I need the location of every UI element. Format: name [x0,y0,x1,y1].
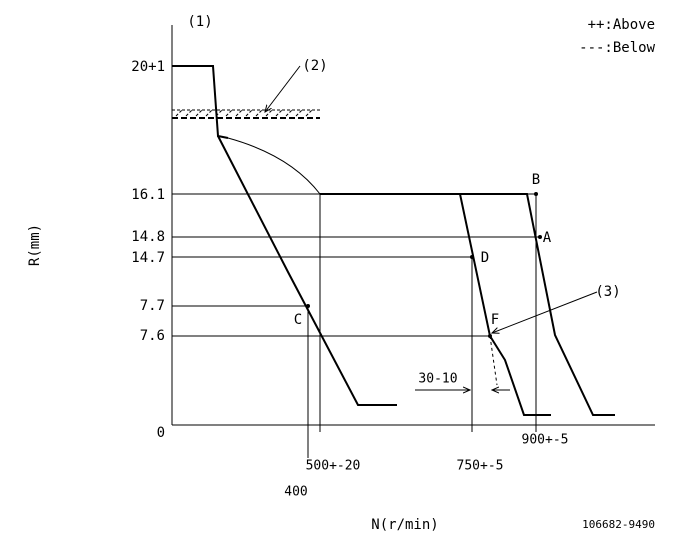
point-label: F [491,312,499,328]
y-label: 14.7 [131,250,165,266]
legend: ---:Below [579,40,655,56]
curves [172,65,615,416]
drawing-number: 106682-9490 [582,518,655,531]
ref: (3) [595,284,620,300]
y-label: 7.7 [140,298,165,314]
point-label: D [481,250,489,266]
point-label: C [294,312,302,328]
leaders [265,65,598,390]
guides [172,193,540,458]
x-label: 30-10 [418,372,457,387]
y-axis-label: R(mm) [27,224,43,266]
y-label: 20+1 [131,59,165,75]
point-label: A [543,230,552,246]
x-label: 500+-20 [306,459,361,474]
point-label: B [532,172,540,188]
x-label: 400 [284,485,307,500]
y-label: 7.6 [140,328,165,344]
points [306,192,542,338]
ref: (2) [302,58,327,74]
legend: ++:Above [588,17,655,33]
x-label: 750+-5 [457,459,504,474]
axes [171,25,655,426]
y-label: 14.8 [131,229,165,245]
y-label: 0 [157,425,165,441]
ref: (1) [187,14,212,30]
x-label: 900+-5 [522,433,569,448]
x-axis-label: N(r/min) [371,517,438,533]
y-label: 16.1 [131,187,165,203]
